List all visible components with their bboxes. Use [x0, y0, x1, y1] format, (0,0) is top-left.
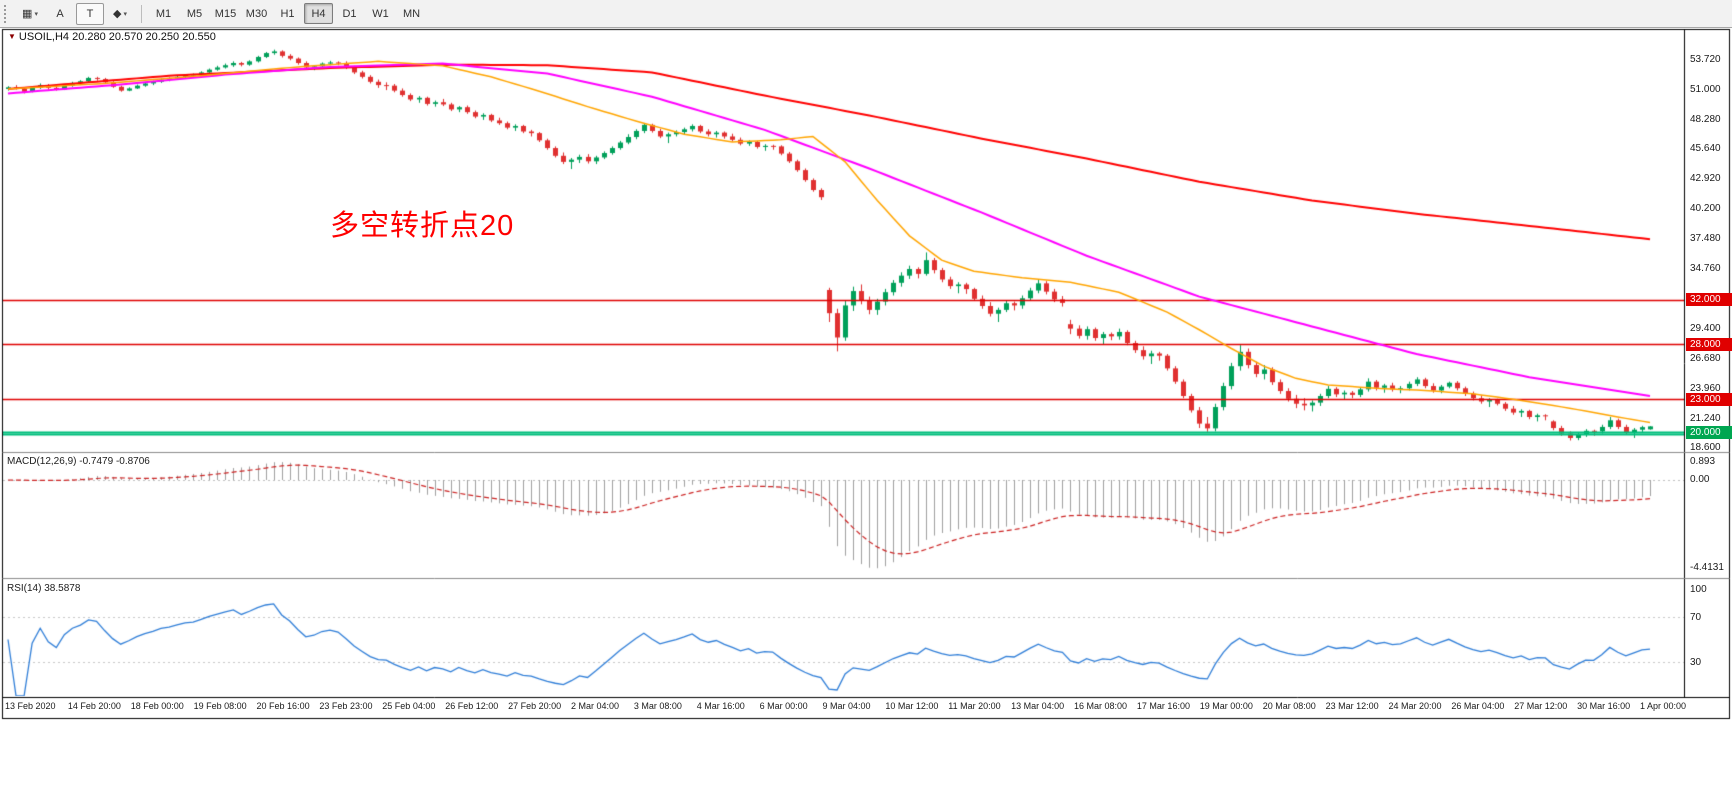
time-tick-label: 30 Mar 16:00 — [1577, 701, 1631, 711]
chart-text-annotation[interactable]: 多空转折点20 — [330, 210, 515, 242]
time-tick-label: 1 Apr 00:00 — [1640, 701, 1687, 711]
chart-title-text: USOIL,H4 20.280 20.570 20.250 20.550 — [18, 31, 216, 43]
macd-indicator-label: MACD(12,26,9) -0.7479 -0.8706 — [7, 456, 150, 467]
timeframe-button-h1[interactable]: H1 — [280, 7, 295, 20]
price-tick-label: 18.600 — [1690, 441, 1721, 453]
chevron-down-icon: ▾ — [123, 10, 127, 18]
price-tick-label: 42.920 — [1690, 173, 1721, 185]
chevron-down-icon: ▾ — [34, 10, 38, 18]
toolbar-separator — [141, 4, 142, 23]
timeframe-button-m5[interactable]: M5 — [186, 7, 203, 20]
time-tick-label: 9 Mar 04:00 — [822, 701, 871, 711]
price-tick-label: 45.640 — [1690, 143, 1721, 155]
price-tick-label: 48.280 — [1690, 114, 1721, 126]
price-level-tag: 20.000 — [1686, 425, 1732, 439]
time-tick-label: 24 Mar 20:00 — [1388, 701, 1442, 711]
time-tick-label: 10 Mar 12:00 — [885, 701, 939, 711]
time-tick-label: 4 Mar 16:00 — [696, 701, 745, 711]
price-level-tag: 32.000 — [1686, 293, 1732, 307]
time-tick-label: 23 Feb 23:00 — [319, 701, 373, 711]
price-level-tag: 23.000 — [1686, 392, 1732, 406]
shapes-tool: ◆ — [113, 8, 122, 20]
time-tick-label: 2 Mar 04:00 — [570, 701, 619, 711]
price-tick-label: 53.720 — [1690, 54, 1721, 66]
chart-template-icon: ▦ — [22, 8, 33, 20]
price-tick-label: 37.480 — [1690, 233, 1721, 245]
time-tick-label: 26 Feb 12:00 — [445, 701, 499, 711]
time-tick-label: 17 Mar 16:00 — [1136, 701, 1190, 711]
time-tick-label: 13 Mar 04:00 — [1011, 701, 1065, 711]
price-tick-label: 40.200 — [1690, 203, 1721, 215]
rsi-axis-label: 70 — [1690, 611, 1702, 623]
price-scale[interactable]: 53.720 51.000 48.280 45.640 42.920 40.200 37.4… — [1685, 0, 1732, 719]
chart-template-icon[interactable]: ▦ ▾ — [16, 3, 44, 25]
rsi-axis-label: 30 — [1690, 657, 1702, 669]
price-level-tag: 28.000 — [1686, 337, 1732, 351]
text-tool[interactable]: T — [76, 2, 104, 25]
time-axis[interactable]: 13 Feb 2020 14 Feb 20:00 18 Feb 00:00 19 Fe… — [0, 699, 1732, 719]
shapes-tool[interactable]: ◆ ▾ — [106, 3, 134, 25]
timeframe-button-mn[interactable]: MN — [402, 7, 421, 20]
macd-axis-label: -4.4131 — [1690, 562, 1724, 574]
price-tick-label: 26.680 — [1690, 352, 1721, 364]
timeframe-button-d1[interactable]: D1 — [342, 7, 357, 20]
time-tick-label: 26 Mar 04:00 — [1451, 701, 1505, 711]
time-tick-label: 27 Feb 20:00 — [508, 701, 562, 711]
toolbar: ▦ ▾ A T ◆ ▾ M1 M5 M15 M30 H1 H4 D1 W1 MN — [0, 0, 1732, 28]
toolbar-grip[interactable] — [4, 4, 10, 23]
symbol-marker-icon: ▼ — [8, 32, 16, 41]
timeframe-button-m15[interactable]: M15 — [214, 7, 237, 20]
time-tick-label: 19 Feb 08:00 — [193, 701, 247, 711]
rsi-axis-label: 100 — [1690, 584, 1707, 595]
time-tick-label: 25 Feb 04:00 — [382, 701, 436, 711]
macd-axis-label: 0.00 — [1690, 474, 1710, 485]
time-tick-label: 14 Feb 20:00 — [67, 701, 121, 711]
timeframe-button-m30[interactable]: M30 — [245, 7, 268, 20]
time-tick-label: 13 Feb 2020 — [5, 701, 56, 711]
timeframe-button-m1[interactable]: M1 — [155, 7, 172, 20]
macd-axis-label: 0.893 — [1690, 456, 1716, 468]
time-tick-label: 16 Mar 08:00 — [1074, 701, 1128, 711]
chart-title: ▼ USOIL,H4 20.280 20.570 20.250 20.550 — [8, 31, 216, 43]
price-tick-label: 23.960 — [1690, 382, 1721, 394]
price-tick-label: 51.000 — [1690, 84, 1721, 96]
text-tool: T — [86, 7, 94, 20]
time-tick-label: 6 Mar 00:00 — [759, 701, 808, 711]
time-tick-label: 20 Feb 16:00 — [256, 701, 310, 711]
time-tick-label: 20 Mar 08:00 — [1262, 701, 1316, 711]
rsi-indicator-label: RSI(14) 38.5878 — [7, 583, 81, 594]
time-tick-label: 18 Feb 00:00 — [130, 701, 184, 711]
time-tick-label: 3 Mar 08:00 — [633, 701, 682, 711]
time-tick-label: 23 Mar 12:00 — [1325, 701, 1379, 711]
time-tick-label: 11 Mar 20:00 — [948, 701, 1001, 711]
price-tick-label: 29.400 — [1690, 322, 1721, 334]
price-tick-label: 21.240 — [1690, 412, 1721, 424]
timeframe-button-w1[interactable]: W1 — [372, 7, 389, 20]
cursor-tool: A — [56, 7, 64, 20]
price-tick-label: 34.760 — [1690, 263, 1721, 275]
time-tick-label: 19 Mar 00:00 — [1199, 701, 1253, 711]
timeframe-button-h4[interactable]: H4 — [304, 3, 333, 24]
time-tick-label: 27 Mar 12:00 — [1514, 701, 1568, 711]
cursor-tool[interactable]: A — [46, 3, 74, 25]
